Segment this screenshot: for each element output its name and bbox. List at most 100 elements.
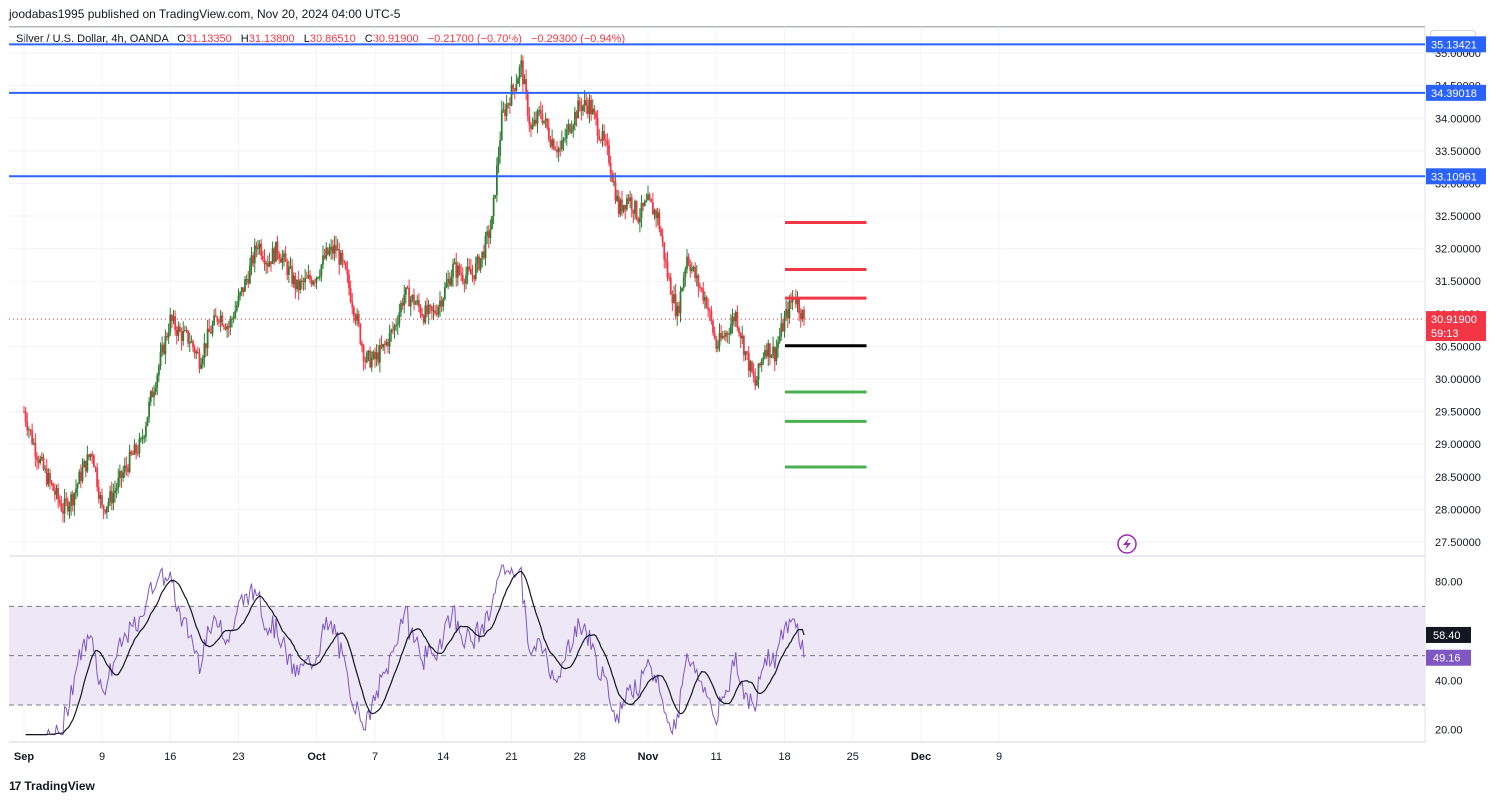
candle-body <box>144 425 147 437</box>
candle-body <box>167 333 170 338</box>
candle-body <box>679 291 682 314</box>
candle-body <box>174 316 177 330</box>
candle-body <box>300 280 303 282</box>
candle-body <box>261 256 264 260</box>
candle-body <box>731 316 734 325</box>
candle-body <box>682 277 685 288</box>
candle-body <box>634 200 636 214</box>
rsi-ma-line <box>25 570 805 736</box>
rsi-tick-label: 80.00 <box>1435 577 1463 589</box>
candle-body <box>406 287 409 289</box>
candle-body <box>453 262 456 264</box>
candle-body <box>796 299 799 305</box>
candle-body <box>752 372 755 377</box>
price-tick-label: 28.50000 <box>1435 472 1481 484</box>
candle-body <box>751 361 753 373</box>
candle-body <box>208 328 211 333</box>
candle-body <box>487 231 490 238</box>
candle-body <box>617 195 620 214</box>
level-price-label: 33.10961 <box>1431 171 1477 183</box>
price-tick-label: 29.50000 <box>1435 407 1481 419</box>
candle-body <box>101 495 103 506</box>
candle-body <box>118 471 121 479</box>
candle-body <box>729 324 732 334</box>
candle-body <box>432 310 435 312</box>
candle-body <box>330 246 333 251</box>
candle-body <box>456 265 459 278</box>
candle-body <box>546 118 549 128</box>
candle-body <box>510 84 513 106</box>
candle-body <box>247 279 250 284</box>
candle-body <box>125 465 128 469</box>
candle-body <box>471 274 474 276</box>
candle-body <box>764 349 766 358</box>
open-value: 31.13350 <box>185 33 232 45</box>
candle-body <box>567 124 570 130</box>
candle-body <box>318 275 321 278</box>
candle-body <box>543 120 545 123</box>
time-tick-label: 9 <box>99 751 105 763</box>
candle-body <box>235 305 238 311</box>
candle-body <box>242 287 245 292</box>
candle-body <box>746 351 749 353</box>
candle-body <box>310 279 313 285</box>
candle-body <box>40 457 43 459</box>
candle-body <box>239 292 242 296</box>
candle-body <box>585 100 588 106</box>
candle-body <box>96 467 99 488</box>
candle-body <box>702 288 705 301</box>
candle-body <box>219 315 222 322</box>
symbol-title[interactable]: Silver / U.S. Dollar, 4h, OANDA <box>16 33 169 45</box>
candle-body <box>44 468 47 470</box>
candle-body <box>140 438 142 440</box>
high-label: H <box>240 33 249 45</box>
candle-body <box>666 261 669 278</box>
candle-body <box>630 197 633 211</box>
candle-body <box>196 351 199 354</box>
candle-body <box>99 495 102 499</box>
candle-body <box>544 118 547 121</box>
candle-body <box>409 299 412 307</box>
candle-body <box>164 335 167 354</box>
candle-body <box>86 454 89 472</box>
candle-body <box>307 274 310 278</box>
candle-body <box>786 309 789 319</box>
candle-body <box>265 263 268 265</box>
candle-body <box>393 325 396 331</box>
candle-body <box>244 279 246 292</box>
candle-body <box>177 326 180 336</box>
candle-body <box>89 454 92 458</box>
candle-body <box>744 351 747 356</box>
candle-body <box>187 330 190 344</box>
candle-body <box>647 194 649 201</box>
candle-body <box>344 262 347 270</box>
candle-body <box>211 324 214 334</box>
candle-body <box>580 105 583 111</box>
candle-body <box>279 258 282 263</box>
candle-body <box>240 287 243 293</box>
candle-body <box>117 478 120 489</box>
candle-body <box>703 297 706 301</box>
candle-body <box>611 173 614 182</box>
candle-body <box>422 316 425 323</box>
candle-body <box>183 329 186 331</box>
candle-body <box>289 266 292 268</box>
candle-body <box>130 451 133 454</box>
price-tick-label: 30.50000 <box>1435 341 1481 353</box>
candle-body <box>612 181 615 183</box>
candle-body <box>122 472 125 478</box>
candle-body <box>551 139 554 147</box>
candle-body <box>741 336 744 339</box>
candle-body <box>738 327 740 334</box>
candle-body <box>440 300 443 307</box>
candle-body <box>104 509 107 513</box>
candle-body <box>575 112 578 119</box>
candle-body <box>476 256 479 264</box>
candle-body <box>705 297 708 308</box>
candle-body <box>720 333 723 339</box>
candle-body <box>36 456 38 460</box>
candle-body <box>723 335 726 337</box>
candle-body <box>716 346 719 349</box>
candle-body <box>401 302 404 306</box>
